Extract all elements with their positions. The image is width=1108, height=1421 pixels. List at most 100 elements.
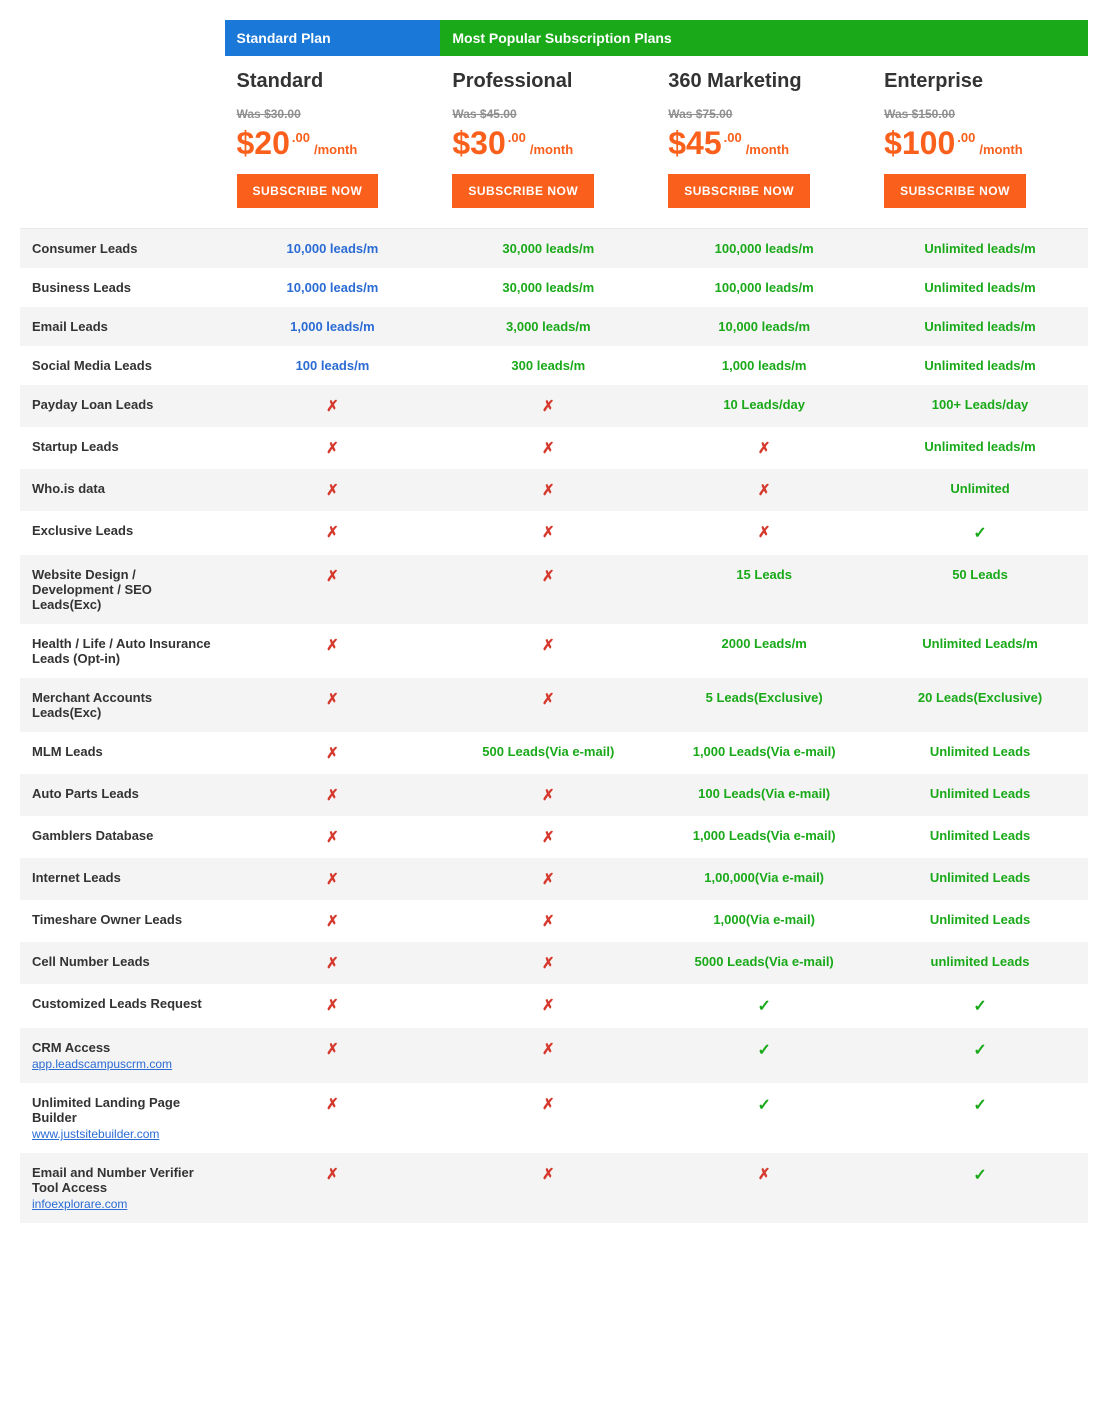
feature-cell: Unlimited leads/m — [872, 229, 1088, 269]
cross-icon: ✗ — [326, 745, 339, 762]
plan-header-row: StandardWas $30.00$20.00/monthSUBSCRIBE … — [20, 56, 1088, 229]
price-line: $20.00/month — [237, 125, 429, 162]
feature-label: MLM Leads — [20, 732, 225, 774]
feature-value: Unlimited leads/m — [924, 241, 1035, 256]
feature-value: 2000 Leads/m — [722, 636, 807, 651]
feature-sublink[interactable]: app.leadscampuscrm.com — [32, 1057, 213, 1071]
feature-label: CRM Access app.leadscampuscrm.com — [20, 1028, 225, 1083]
feature-cell: 3,000 leads/m — [440, 307, 656, 346]
feature-value: 10 Leads/day — [723, 397, 805, 412]
cross-icon: ✗ — [326, 691, 339, 708]
feature-cell: 15 Leads — [656, 555, 872, 624]
feature-row: Merchant Accounts Leads(Exc)✗✗5 Leads(Ex… — [20, 678, 1088, 732]
price-cents: .00 — [724, 130, 742, 145]
banner-row: Standard Plan Most Popular Subscription … — [20, 20, 1088, 56]
feature-label: Payday Loan Leads — [20, 385, 225, 427]
plan-name: Professional — [452, 70, 644, 93]
feature-row: Email and Number Verifier Tool Access inf… — [20, 1153, 1088, 1223]
feature-row: Customized Leads Request✗✗✓✓ — [20, 984, 1088, 1028]
pricing-table: Standard Plan Most Popular Subscription … — [20, 20, 1088, 1223]
check-icon: ✓ — [973, 998, 986, 1015]
feature-cell: ✗ — [440, 774, 656, 816]
feature-label-text: Email and Number Verifier Tool Access — [32, 1165, 194, 1195]
feature-value: Unlimited Leads — [930, 786, 1030, 801]
feature-cell: ✗ — [225, 555, 441, 624]
feature-cell: 10,000 leads/m — [225, 229, 441, 269]
feature-cell: ✓ — [656, 984, 872, 1028]
feature-cell: ✓ — [872, 984, 1088, 1028]
feature-value: 1,000 Leads(Via e-mail) — [693, 828, 836, 843]
feature-cell: ✗ — [656, 511, 872, 555]
cross-icon: ✗ — [326, 871, 339, 888]
feature-cell: ✗ — [225, 469, 441, 511]
plan-head-marketing360: 360 MarketingWas $75.00$45.00/monthSUBSC… — [656, 56, 872, 229]
feature-cell: ✗ — [440, 511, 656, 555]
feature-cell: ✗ — [225, 942, 441, 984]
feature-label: Cell Number Leads — [20, 942, 225, 984]
feature-value: 1,00,000(Via e-mail) — [704, 870, 824, 885]
cross-icon: ✗ — [758, 1166, 771, 1183]
feature-cell: 50 Leads — [872, 555, 1088, 624]
feature-row: Auto Parts Leads✗✗100 Leads(Via e-mail)U… — [20, 774, 1088, 816]
feature-row: Startup Leads✗✗✗Unlimited leads/m — [20, 427, 1088, 469]
price-line: $45.00/month — [668, 125, 860, 162]
cross-icon: ✗ — [326, 637, 339, 654]
feature-value: Unlimited Leads — [930, 828, 1030, 843]
feature-cell: ✗ — [225, 511, 441, 555]
feature-cell: ✗ — [440, 1028, 656, 1083]
feature-label-text: CRM Access — [32, 1040, 110, 1055]
plan-head-standard: StandardWas $30.00$20.00/monthSUBSCRIBE … — [225, 56, 441, 229]
feature-row: Internet Leads✗✗1,00,000(Via e-mail)Unli… — [20, 858, 1088, 900]
feature-cell: ✗ — [225, 900, 441, 942]
cross-icon: ✗ — [542, 955, 555, 972]
feature-cell: 30,000 leads/m — [440, 268, 656, 307]
cross-icon: ✗ — [326, 829, 339, 846]
plan-head-enterprise: EnterpriseWas $150.00$100.00/monthSUBSCR… — [872, 56, 1088, 229]
feature-cell: Unlimited leads/m — [872, 346, 1088, 385]
feature-label-text: MLM Leads — [32, 744, 103, 759]
feature-label: Internet Leads — [20, 858, 225, 900]
subscribe-button-professional[interactable]: SUBSCRIBE NOW — [452, 174, 594, 208]
feature-value: unlimited Leads — [931, 954, 1030, 969]
price-cents: .00 — [292, 130, 310, 145]
feature-label-text: Email Leads — [32, 319, 108, 334]
subscribe-button-standard[interactable]: SUBSCRIBE NOW — [237, 174, 379, 208]
feature-value: 1,000 Leads(Via e-mail) — [693, 744, 836, 759]
feature-sublink[interactable]: infoexplorare.com — [32, 1197, 213, 1211]
feature-label: Who.is data — [20, 469, 225, 511]
price-period: /month — [314, 142, 357, 157]
feature-row: Social Media Leads100 leads/m300 leads/m… — [20, 346, 1088, 385]
cross-icon: ✗ — [326, 1166, 339, 1183]
subscribe-button-marketing360[interactable]: SUBSCRIBE NOW — [668, 174, 810, 208]
feature-label-text: Website Design / Development / SEO Leads… — [32, 567, 152, 612]
cross-icon: ✗ — [542, 637, 555, 654]
feature-row: Unlimited Landing Page Builderwww.justsi… — [20, 1083, 1088, 1153]
feature-row: Cell Number Leads✗✗5000 Leads(Via e-mail… — [20, 942, 1088, 984]
feature-label: Social Media Leads — [20, 346, 225, 385]
feature-cell: ✗ — [440, 900, 656, 942]
feature-cell: ✗ — [440, 555, 656, 624]
feature-value: 100 Leads(Via e-mail) — [698, 786, 830, 801]
feature-label: Gamblers Database — [20, 816, 225, 858]
price-main: $45 — [668, 125, 721, 162]
feature-cell: ✗ — [225, 816, 441, 858]
feature-cell: ✗ — [225, 774, 441, 816]
feature-value: 100+ Leads/day — [932, 397, 1028, 412]
feature-label-text: Exclusive Leads — [32, 523, 133, 538]
check-icon: ✓ — [973, 1167, 986, 1184]
feature-cell: ✗ — [440, 427, 656, 469]
feature-cell: Unlimited Leads — [872, 732, 1088, 774]
feature-label: Unlimited Landing Page Builderwww.justsi… — [20, 1083, 225, 1153]
cross-icon: ✗ — [326, 440, 339, 457]
feature-row: Health / Life / Auto Insurance Leads (Op… — [20, 624, 1088, 678]
feature-label-text: Social Media Leads — [32, 358, 152, 373]
cross-icon: ✗ — [758, 482, 771, 499]
feature-cell: ✗ — [440, 1083, 656, 1153]
feature-value: Unlimited Leads/m — [922, 636, 1038, 651]
feature-sublink[interactable]: www.justsitebuilder.com — [32, 1127, 213, 1141]
feature-row: Website Design / Development / SEO Leads… — [20, 555, 1088, 624]
subscribe-button-enterprise[interactable]: SUBSCRIBE NOW — [884, 174, 1026, 208]
cross-icon: ✗ — [326, 398, 339, 415]
feature-cell: Unlimited leads/m — [872, 268, 1088, 307]
price-cents: .00 — [957, 130, 975, 145]
